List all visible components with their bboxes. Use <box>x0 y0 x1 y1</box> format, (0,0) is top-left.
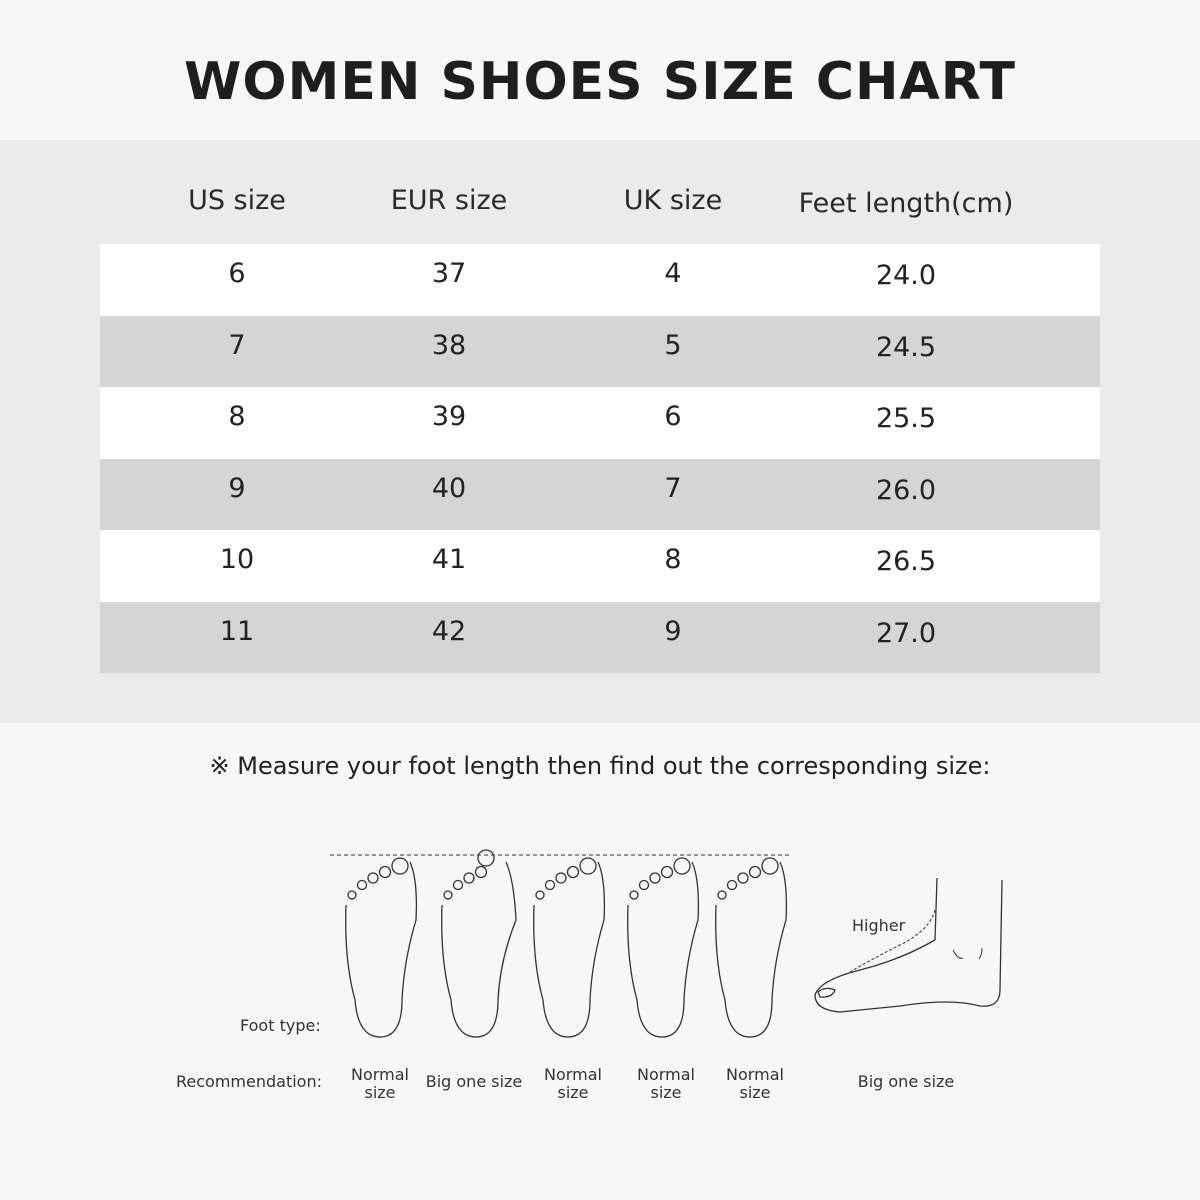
size-table: 6 37 4 24.0 7 38 5 24.5 8 39 6 25.5 9 40 7 26.0 10 41 8 26.… <box>100 244 1100 673</box>
table-row: 8 39 6 25.5 <box>100 387 1100 459</box>
cell-feet-length: 24.0 <box>875 260 937 291</box>
cell-uk-size: 5 <box>664 329 682 361</box>
cell-feet-length: 26.0 <box>875 474 937 506</box>
foot-outline-icon <box>715 857 788 1038</box>
recommendation-5: Normal size <box>726 1065 784 1102</box>
cell-feet-length: 27.0 <box>875 617 937 649</box>
foot-outline-icon <box>441 849 517 1038</box>
cell-us-size: 8 <box>228 401 246 432</box>
table-row: 6 37 4 24.0 <box>100 244 1100 316</box>
cell-eur-size: 39 <box>431 401 467 432</box>
cell-us-size: 7 <box>228 329 246 361</box>
cell-us-size: 9 <box>228 472 246 504</box>
table-row: 9 40 7 26.0 <box>100 458 1100 530</box>
cell-eur-size: 41 <box>431 544 467 575</box>
header-us-size: US size <box>188 185 286 216</box>
table-row: 7 38 5 24.5 <box>100 315 1100 387</box>
recommendation-2: Big one size <box>425 1072 523 1091</box>
cell-us-size: 6 <box>228 258 246 289</box>
header-feet-length: Feet length(cm) <box>798 188 1014 219</box>
cell-uk-size: 9 <box>664 615 682 647</box>
side-foot-icon <box>814 877 1003 1013</box>
header-uk-size: UK size <box>623 185 723 216</box>
foot-type-label: Foot type: <box>240 1016 321 1035</box>
cell-uk-size: 8 <box>664 544 682 575</box>
higher-label: Higher <box>852 916 906 935</box>
measure-note: ※ Measure your foot length then find out… <box>209 752 991 780</box>
page-title: WOMEN SHOES SIZE CHART <box>184 52 1016 112</box>
cell-eur-size: 42 <box>431 615 467 647</box>
recommendation-1: Normal size <box>351 1065 409 1102</box>
recommendation-3: Normal size <box>544 1065 602 1102</box>
cell-feet-length: 25.5 <box>875 403 937 434</box>
cell-eur-size: 37 <box>431 258 467 289</box>
cell-us-size: 11 <box>219 615 255 647</box>
cell-eur-size: 40 <box>431 472 467 504</box>
recommendation-label: Recommendation: <box>176 1072 322 1091</box>
cell-uk-size: 7 <box>664 472 682 504</box>
table-row: 11 42 9 27.0 <box>100 601 1100 673</box>
cell-feet-length: 26.5 <box>875 546 937 577</box>
recommendation-6: Big one size <box>857 1072 955 1091</box>
cell-feet-length: 24.5 <box>875 331 937 363</box>
foot-outline-icon <box>345 857 418 1038</box>
header-eur-size: EUR size <box>390 185 508 216</box>
foot-outline-icon <box>627 857 700 1038</box>
recommendation-4: Normal size <box>637 1065 695 1102</box>
cell-uk-size: 6 <box>664 401 682 432</box>
cell-us-size: 10 <box>219 544 255 575</box>
cell-uk-size: 4 <box>664 258 682 289</box>
table-row: 10 41 8 26.5 <box>100 530 1100 602</box>
cell-eur-size: 38 <box>431 329 467 361</box>
foot-outline-icon <box>533 857 606 1038</box>
